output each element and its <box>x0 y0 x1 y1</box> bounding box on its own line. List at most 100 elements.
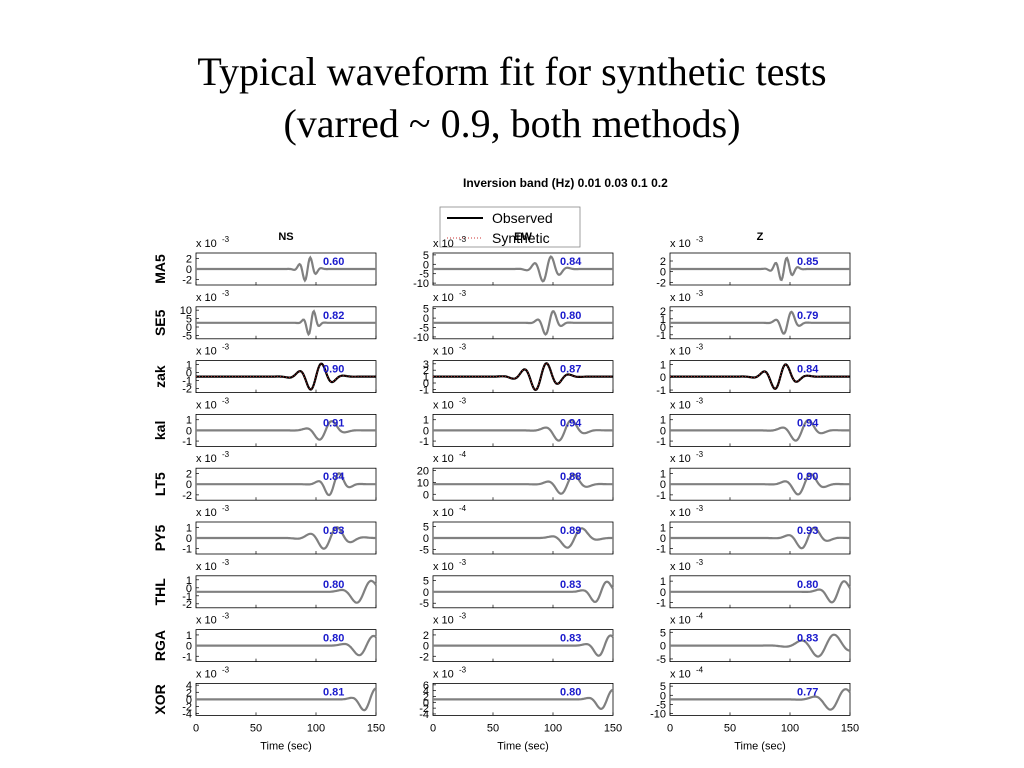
synthetic-trace <box>196 420 376 441</box>
y-tick-label: 1 <box>423 372 429 384</box>
y-tick-label: -1 <box>182 651 192 663</box>
y-tick-label: -5 <box>182 330 192 342</box>
panel-scale-label: x 10 <box>670 292 691 304</box>
variance-reduction-label: 0.88 <box>560 471 581 483</box>
y-tick-label: -1 <box>419 384 429 396</box>
variance-reduction-label: 0.60 <box>323 256 344 268</box>
panel-scale-label: x 10 <box>433 561 454 573</box>
y-tick-label: 5 <box>186 314 192 326</box>
y-tick-label: 5 <box>423 304 429 316</box>
panel-scale-exponent: -3 <box>222 343 230 352</box>
x-tick-label: 150 <box>604 722 622 734</box>
station-label-thl: THL <box>152 578 168 606</box>
panel-scale-label: x 10 <box>670 453 691 465</box>
panel-kal-ew: x 10 -3 10-1 0.94 <box>419 396 614 448</box>
y-tick-label: -1 <box>656 330 666 342</box>
x-axis-label: Time (sec) <box>497 740 549 752</box>
y-tick-label: 1 <box>660 359 666 371</box>
synthetic-trace <box>196 687 377 712</box>
y-tick-label: 1 <box>186 522 192 534</box>
y-tick-label: 0 <box>186 368 192 380</box>
y-tick-label: -2 <box>656 277 666 289</box>
y-tick-label: -5 <box>419 598 429 610</box>
panel-scale-exponent: -3 <box>459 289 467 298</box>
variance-reduction-label: 0.82 <box>323 310 344 322</box>
x-tick-label: 0 <box>667 722 673 734</box>
y-tick-label: 6 <box>423 680 429 692</box>
panel-scale-label: x 10 <box>196 292 217 304</box>
y-tick-label: 2 <box>423 691 429 703</box>
panel-scale-exponent: -3 <box>459 558 467 567</box>
y-tick-label: 0 <box>186 425 192 437</box>
panel-py5-z: x 10 -3 10-1 0.93 <box>656 504 851 556</box>
variance-reduction-label: 0.77 <box>797 686 818 698</box>
variance-reduction-label: 0.83 <box>560 633 581 645</box>
y-tick-label: -5 <box>419 269 429 281</box>
panel-se5-ew: x 10 -3 50-5-10 0.80 <box>413 289 614 344</box>
x-axis-label: Time (sec) <box>260 740 312 752</box>
panel-scale-label: x 10 <box>196 346 217 358</box>
y-tick-label: -2 <box>182 275 192 287</box>
column-label-z: Z <box>757 231 764 243</box>
y-tick-label: 1 <box>186 415 192 427</box>
variance-reduction-label: 0.90 <box>323 364 344 376</box>
y-tick-label: -5 <box>419 323 429 335</box>
y-tick-label: 0 <box>660 533 666 545</box>
variance-reduction-label: 0.83 <box>797 633 818 645</box>
variance-reduction-label: 0.94 <box>560 417 582 429</box>
y-tick-label: -1 <box>656 597 666 609</box>
variance-reduction-label: 0.93 <box>323 525 344 537</box>
y-tick-label: 0 <box>186 641 192 653</box>
y-tick-label: 0 <box>660 267 666 279</box>
y-tick-label: -5 <box>656 699 666 711</box>
y-tick-label: -1 <box>419 436 429 448</box>
y-tick-label: 1 <box>660 576 666 588</box>
panel-scale-exponent: -4 <box>696 665 704 674</box>
legend-box <box>439 206 581 248</box>
y-tick-label: 0 <box>423 489 429 501</box>
panel-scale-label: x 10 <box>433 399 454 411</box>
synthetic-trace <box>196 579 377 604</box>
variance-reduction-label: 0.80 <box>797 579 818 591</box>
x-tick-label: 150 <box>841 722 859 734</box>
panel-scale-exponent: -4 <box>696 612 704 621</box>
y-tick-label: -5 <box>656 654 666 666</box>
panel-thl-ns: x 10 -3 10-1-2 0.80 <box>182 558 377 611</box>
panel-scale-label: x 10 <box>196 668 217 680</box>
y-tick-label: 0 <box>423 378 429 390</box>
y-tick-label: 4 <box>423 686 429 698</box>
variance-reduction-label: 0.80 <box>560 686 581 698</box>
y-tick-label: 0 <box>660 372 666 384</box>
x-tick-label: 100 <box>781 722 799 734</box>
y-tick-label: 10 <box>417 477 429 489</box>
panel-scale-label: x 10 <box>196 453 217 465</box>
x-tick-label: 150 <box>367 722 385 734</box>
panel-scale-exponent: -3 <box>459 235 467 244</box>
y-tick-label: -1 <box>656 385 666 397</box>
y-tick-label: 2 <box>660 256 666 268</box>
y-tick-label: 0 <box>660 322 666 334</box>
panel-scale-label: x 10 <box>196 238 217 250</box>
y-tick-label: -2 <box>182 490 192 502</box>
y-tick-label: 0 <box>186 694 192 706</box>
panel-scale-label: x 10 <box>670 399 691 411</box>
synthetic-trace <box>670 688 851 711</box>
panel-zak-ns: x 10 -3 10-1-2 0.90 <box>182 343 377 396</box>
panel-scale-exponent: -3 <box>222 558 230 567</box>
panel-ma5-ew: x 10 -3 50-5-10 0.84 <box>413 235 614 290</box>
variance-reduction-label: 0.79 <box>797 310 818 322</box>
panel-thl-z: x 10 -3 10-1 0.80 <box>656 558 851 609</box>
synthetic-trace <box>433 419 613 442</box>
y-tick-label: 0 <box>660 425 666 437</box>
y-tick-label: 2 <box>186 253 192 265</box>
y-tick-label: 1 <box>660 522 666 534</box>
inversion-band-title: Inversion band (Hz) 0.01 0.03 0.1 0.2 <box>463 176 668 190</box>
y-tick-label: 1 <box>660 415 666 427</box>
y-tick-label: 0 <box>186 322 192 334</box>
y-tick-label: 1 <box>660 314 666 326</box>
panel-scale-label: x 10 <box>670 238 691 250</box>
x-tick-label: 0 <box>430 722 436 734</box>
y-tick-label: 0 <box>423 425 429 437</box>
